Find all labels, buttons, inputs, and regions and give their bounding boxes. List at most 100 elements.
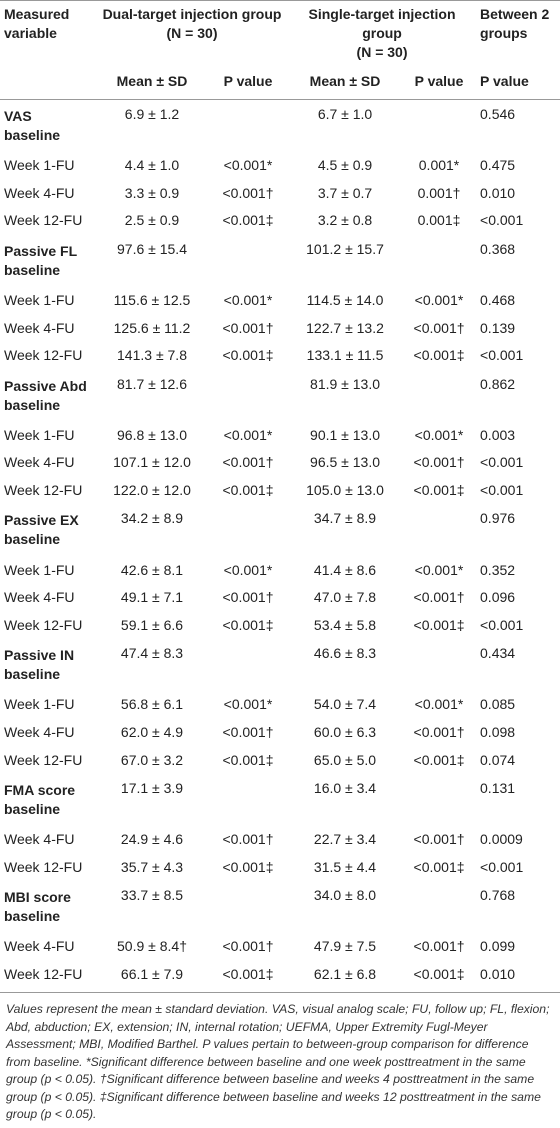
table-row: VAS baseline 6.9 ± 1.2 6.7 ± 1.0 0.546: [0, 100, 560, 153]
row-label: Week 1-FU: [4, 157, 75, 174]
cell: 101.2 ± 15.7: [306, 240, 384, 257]
column-header: Measured variable: [0, 0, 96, 66]
cell: 114.5 ± 14.0: [306, 292, 384, 309]
table-row: Week 4-FU 49.1 ± 7.1 <0.001† 47.0 ± 7.8 <0.0…: [0, 584, 560, 612]
header-row: Measured variable Dual-target injection …: [0, 0, 560, 66]
row-label: Passive EX baseline: [0, 504, 96, 556]
cell: 0.468: [480, 292, 516, 309]
cell: <0.001‡: [402, 960, 477, 994]
cell: 3.7 ± 0.7: [317, 184, 373, 201]
cell: 66.1 ± 7.9: [96, 960, 208, 994]
row-label: Week 4-FU: [4, 938, 75, 955]
cell: 141.3 ± 7.8: [117, 347, 187, 364]
cell: 133.1 ± 11.5: [306, 347, 384, 364]
cell: 62.1 ± 6.8: [288, 960, 403, 994]
cell: <0.001*: [223, 561, 273, 578]
cell: 67.0 ± 3.2: [120, 751, 184, 768]
cell: 42.6 ± 8.1: [120, 561, 184, 578]
table-row: Passive FL baseline 97.6 ± 15.4 101.2 ± 15.…: [0, 235, 560, 287]
cell: <0.001*: [414, 696, 464, 713]
cell: 0.001‡: [417, 212, 461, 229]
table-row: Week 4-FU 62.0 ± 4.9 <0.001† 60.0 ± 6.3 <0.0…: [0, 719, 560, 747]
footnote: Values represent the mean ± standard dev…: [6, 1002, 550, 1122]
table-row: Week 12-FU 2.5 ± 0.9 <0.001‡ 3.2 ± 0.8 0.001…: [0, 207, 560, 235]
cell: 0.074: [480, 751, 516, 768]
cell: [208, 881, 288, 933]
table-row: Week 12-FU 59.1 ± 6.6 <0.001‡ 53.4 ± 5.8 <0.…: [0, 612, 560, 640]
group-name: FMA score: [4, 781, 76, 798]
cell: 81.7 ± 12.6: [117, 375, 187, 392]
row-label: Week 12-FU: [4, 212, 83, 229]
row-label-text: baseline: [4, 261, 61, 278]
cell: <0.001†: [413, 724, 465, 741]
cell: <0.001‡: [413, 616, 465, 633]
cell: 24.9 ± 4.6: [120, 831, 184, 848]
row-label: Week 12-FU: [4, 616, 83, 633]
cell: <0.001*: [414, 561, 464, 578]
cell: 2.5 ± 0.9: [124, 212, 180, 229]
cell: 65.0 ± 5.0: [313, 751, 377, 768]
row-label: Week 4-FU: [4, 589, 75, 606]
cell: <0.001*: [223, 157, 273, 174]
subcolumn-header: P value: [402, 66, 477, 100]
cell: [208, 774, 288, 826]
cell: <0.001†: [222, 454, 274, 471]
cell: 0.546: [480, 106, 516, 122]
column-header: Single-target injection group (N = 30): [288, 0, 477, 66]
cell: 6.9 ± 1.2: [124, 106, 180, 122]
cell: [402, 504, 476, 556]
cell: <0.001†: [413, 454, 465, 471]
row-label: Week 12-FU: [4, 858, 83, 875]
cell: 122.0 ± 12.0: [113, 482, 191, 499]
cell: <0.001: [480, 616, 524, 633]
table-row: FMA score baseline 17.1 ± 3.9 16.0 ± 3.4 0.1…: [0, 774, 560, 826]
cell: 35.7 ± 4.3: [120, 858, 184, 875]
table-row: Week 1-FU 4.4 ± 1.0 <0.001* 4.5 ± 0.9 0.001*…: [0, 152, 560, 180]
cell: <0.001†: [413, 831, 465, 848]
cell: 59.1 ± 6.6: [120, 616, 184, 633]
cell: [402, 639, 476, 691]
row-label: FMA score baseline: [0, 774, 96, 826]
cell: <0.001†: [413, 589, 465, 606]
row-label: Week 4-FU: [4, 454, 75, 471]
table-row: Week 4-FU 50.9 ± 8.4† <0.001† 47.9 ± 7.5 <0.…: [0, 933, 560, 961]
cell: 0.434: [480, 645, 516, 662]
cell: 0.096: [480, 589, 516, 606]
cell: <0.001*: [223, 292, 273, 309]
cell: [208, 100, 288, 153]
cell: 41.4 ± 8.6: [313, 561, 377, 578]
cell: 96.8 ± 13.0: [117, 426, 187, 443]
cell: 3.3 ± 0.9: [124, 184, 180, 201]
cell: [208, 370, 288, 422]
subheader-row: Mean ± SD P value Mean ± SD P value P va…: [0, 66, 560, 100]
table-row: MBI score baseline 33.7 ± 8.5 34.0 ± 8.0 0.7…: [0, 881, 560, 933]
cell: 105.0 ± 13.0: [306, 482, 384, 499]
cell: <0.001†: [222, 724, 274, 741]
cell: 0.862: [480, 375, 516, 392]
cell: <0.001: [480, 454, 524, 471]
group-name: MBI score: [4, 889, 71, 906]
cell: 0.001†: [417, 184, 461, 201]
cell: <0.001*: [414, 426, 464, 443]
cell: 0.001*: [418, 157, 460, 174]
cell: 0.368: [480, 240, 516, 257]
subcolumn-header: Mean ± SD: [96, 66, 208, 100]
cell: <0.001*: [414, 292, 464, 309]
data-table: Measured variable Dual-target injection …: [0, 0, 560, 994]
cell: <0.001†: [413, 319, 465, 336]
cell: <0.001‡: [413, 482, 465, 499]
cell: [208, 504, 288, 556]
cell: <0.001‡: [222, 751, 274, 768]
cell: [402, 774, 476, 826]
table-row: Week 4-FU 107.1 ± 12.0 <0.001† 96.5 ± 13.0 <…: [0, 449, 560, 477]
cell: 0.475: [480, 157, 516, 174]
table-row: Week 12-FU 35.7 ± 4.3 <0.001‡ 31.5 ± 4.4 <0.…: [0, 854, 560, 882]
table-row: Week 1-FU 42.6 ± 8.1 <0.001* 41.4 ± 8.6 <0.0…: [0, 556, 560, 584]
cell: 47.0 ± 7.8: [313, 589, 377, 606]
column-n: (N = 30): [356, 44, 408, 60]
cell: 0.003: [480, 426, 516, 443]
row-label-text: baseline: [4, 800, 61, 817]
cell: [402, 881, 476, 933]
row-label: Week 12-FU: [4, 347, 83, 364]
cell: 34.2 ± 8.9: [120, 510, 184, 527]
